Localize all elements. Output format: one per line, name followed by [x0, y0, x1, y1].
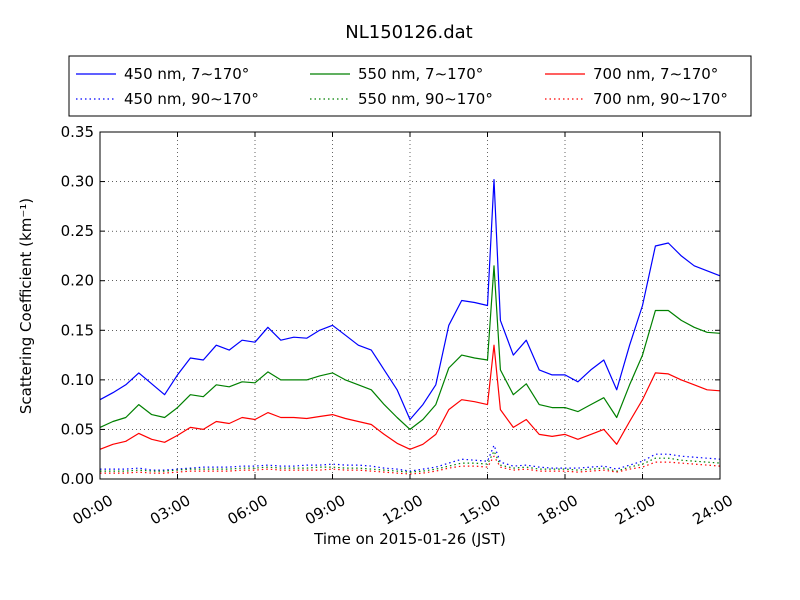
axis-ticks: 00:00 03:00 06:00 09:00 12:00 15:00 18:00 21:00… — [61, 123, 736, 528]
legend-label-5: 700 nm, 90∼170° — [593, 90, 728, 108]
series-line-4 — [99, 344, 721, 450]
series-line-2 — [99, 265, 721, 430]
legend-label-0: 450 nm, 7∼170° — [124, 65, 249, 83]
legend-label-2: 550 nm, 7∼170° — [358, 65, 483, 83]
y-tick-label: 0.05 — [61, 420, 94, 438]
x-tick-label: 12:00 — [380, 491, 426, 528]
x-tick-label: 09:00 — [302, 491, 348, 528]
legend-label-4: 700 nm, 7∼170° — [593, 65, 718, 83]
series-line-0 — [99, 179, 721, 421]
y-tick-label: 0.25 — [61, 222, 94, 240]
y-tick-label: 0.30 — [61, 173, 94, 191]
x-tick-label: 24:00 — [690, 491, 736, 528]
y-tick-label: 0.20 — [61, 272, 94, 290]
x-tick-label: 18:00 — [535, 491, 581, 528]
series-lines — [99, 179, 721, 475]
legend-label-3: 550 nm, 90∼170° — [358, 90, 493, 108]
chart-title: NL150126.dat — [345, 22, 472, 43]
x-axis-label: Time on 2015-01-26 (JST) — [313, 530, 506, 548]
x-tick-label: 15:00 — [457, 491, 503, 528]
y-tick-label: 0.10 — [61, 371, 94, 389]
y-axis-label: Scattering Coefficient (km⁻¹) — [17, 198, 35, 414]
x-tick-label: 00:00 — [70, 491, 116, 528]
x-tick-label: 21:00 — [612, 491, 658, 528]
x-tick-label: 03:00 — [147, 491, 193, 528]
grid — [100, 132, 720, 479]
x-tick-label: 06:00 — [225, 491, 271, 528]
legend-label-1: 450 nm, 90∼170° — [124, 90, 259, 108]
y-tick-label: 0.00 — [61, 470, 94, 488]
legend: 450 nm, 7∼170° 550 nm, 7∼170° 700 nm, 7∼17… — [68, 55, 752, 117]
series-line-1 — [100, 444, 721, 472]
y-tick-label: 0.15 — [61, 321, 94, 339]
legend-box — [68, 55, 752, 117]
y-tick-label: 0.35 — [61, 123, 94, 141]
